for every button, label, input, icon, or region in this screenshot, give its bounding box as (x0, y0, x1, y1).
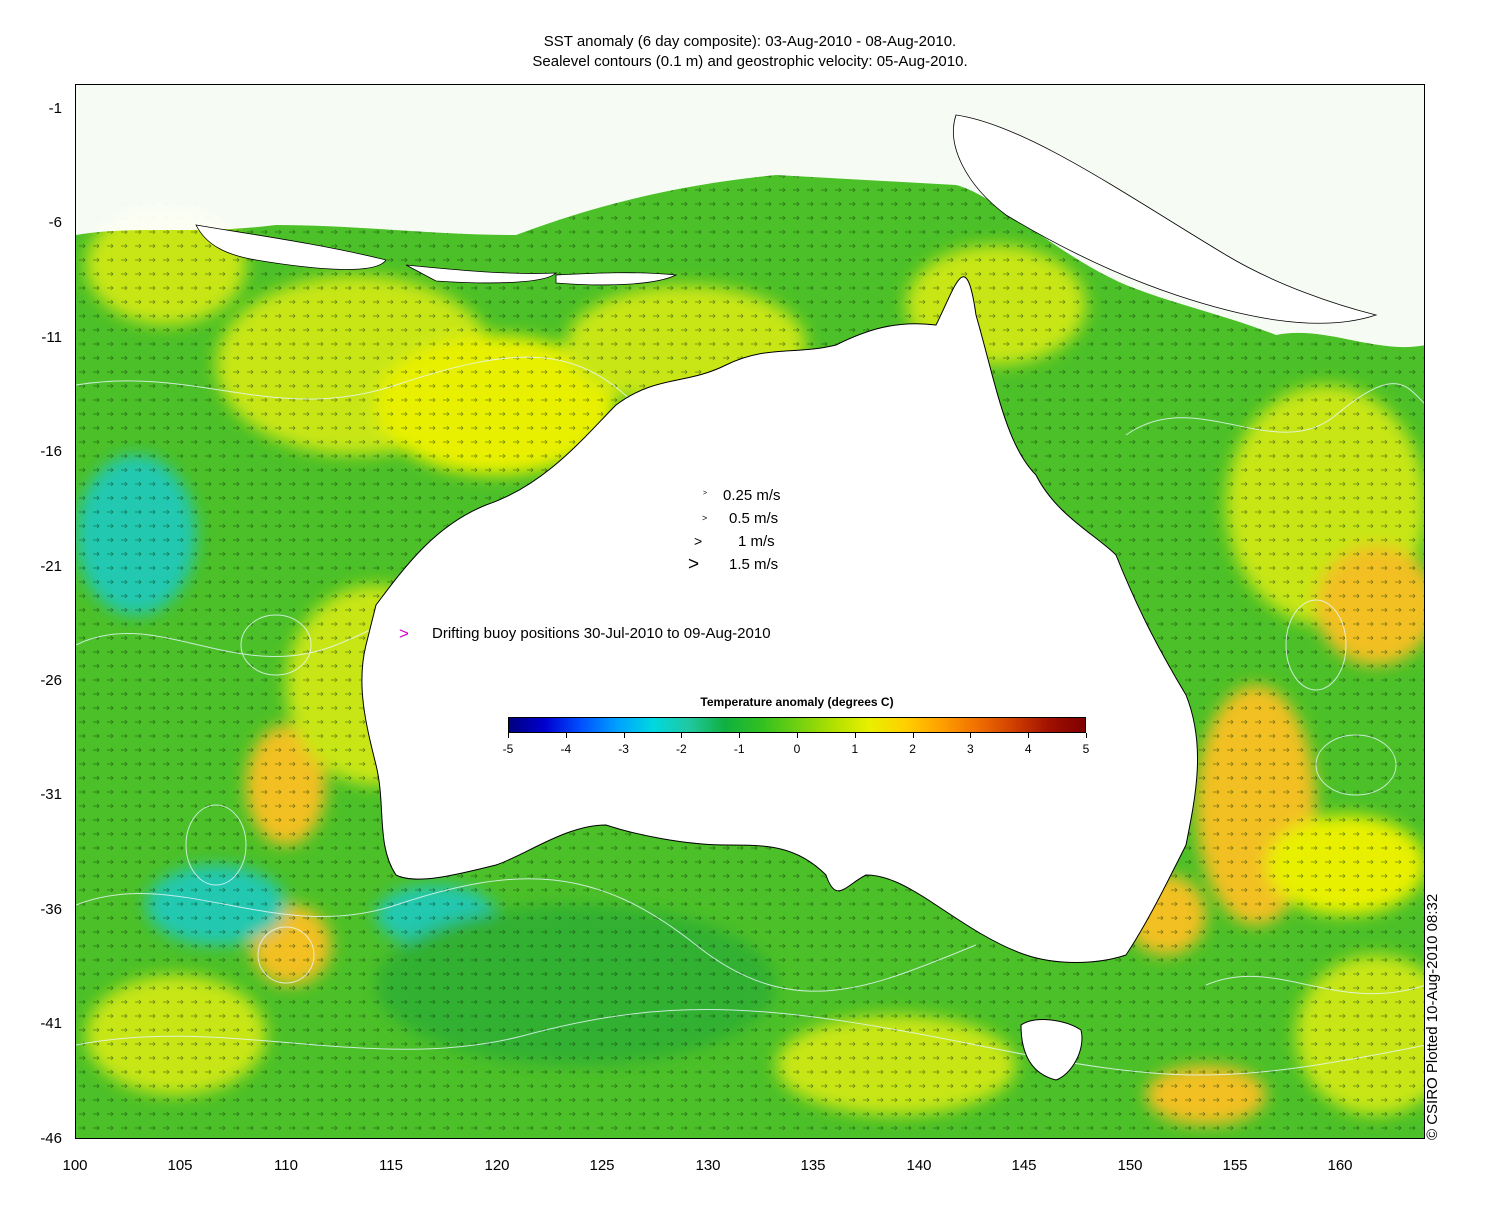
colorbar-tick-label: -2 (676, 742, 687, 756)
colorbar-tick-label: 0 (793, 742, 801, 756)
y-tick-label: -11 (41, 329, 62, 346)
x-tick-label: 110 (274, 1157, 298, 1174)
colorbar-tick-label: 1 (851, 742, 859, 756)
y-tick-label: -1 (48, 100, 62, 117)
map-title-line-1: SST anomaly (6 day composite): 03-Aug-20… (543, 33, 957, 50)
temperature-colorbar (508, 717, 1086, 733)
x-tick-label: 135 (800, 1157, 826, 1174)
y-tick-label: -36 (40, 901, 62, 918)
x-tick-label: 130 (695, 1157, 721, 1174)
map-canvas (76, 85, 1424, 1138)
colorbar-tick-label: 4 (1024, 742, 1032, 756)
colorbar-tick-label: -3 (618, 742, 629, 756)
x-tick-label: 105 (167, 1157, 193, 1174)
buoy-legend-label: Drifting buoy positions 30-Jul-2010 to 0… (432, 625, 771, 642)
x-tick-label: 120 (484, 1157, 510, 1174)
y-tick-label: -41 (40, 1015, 62, 1032)
colorbar-tick-mark (565, 733, 567, 738)
velocity-legend-label: 1.5 m/s (729, 556, 779, 573)
x-tick-label: 140 (906, 1157, 932, 1174)
colorbar-tick-label: -5 (502, 742, 514, 756)
colorbar-tick-label: 2 (909, 742, 916, 756)
x-tick-label: 115 (379, 1157, 403, 1174)
colorbar-tick-mark (508, 733, 509, 738)
x-tick-label: 155 (1222, 1157, 1248, 1174)
y-tick-label: -26 (40, 672, 62, 689)
y-tick-label: -21 (40, 558, 62, 575)
colorbar-tick-mark (854, 733, 856, 738)
colorbar-tick-mark (623, 733, 625, 738)
australia-landmass (361, 276, 1198, 963)
velocity-arrow-icon: > (688, 554, 700, 575)
colorbar-tick-label: -1 (733, 742, 745, 756)
buoy-marker-icon: > (399, 624, 409, 643)
velocity-legend-label: 0.25 m/s (723, 487, 781, 504)
colorbar-tick-mark (1028, 733, 1030, 738)
velocity-legend-label: 1 m/s (738, 533, 775, 550)
colorbar-tick-mark (739, 733, 741, 738)
tasmania-landmass (1020, 1019, 1083, 1081)
x-tick-label: 100 (62, 1157, 88, 1174)
y-tick-label: -46 (40, 1130, 62, 1147)
credit-text: © CSIRO Plotted 10-Aug-2010 08:32 (1424, 893, 1441, 1140)
colorbar-tick-mark (912, 733, 914, 738)
no-data-region (76, 85, 1424, 348)
colorbar-tick-label: 5 (1082, 742, 1090, 756)
sst-anomaly-map (75, 84, 1425, 1139)
y-tick-label: -16 (40, 443, 62, 460)
y-tick-label: -6 (48, 214, 62, 231)
x-tick-label: 150 (1117, 1157, 1143, 1174)
colorbar-tick-mark (970, 733, 972, 738)
velocity-legend-label: 0.5 m/s (729, 510, 779, 527)
indonesia-islands (195, 114, 1378, 324)
x-tick-label: 160 (1327, 1157, 1353, 1174)
velocity-arrow-icon: > (702, 513, 708, 523)
x-tick-label: 125 (589, 1157, 615, 1174)
colorbar-tick-mark (797, 733, 798, 738)
velocity-arrow-icon: > (703, 490, 708, 497)
colorbar-tick-label: -4 (560, 742, 572, 756)
colorbar-title: Temperature anomaly (degrees C) (700, 695, 894, 709)
colorbar-tick-mark (681, 733, 683, 738)
colorbar-tick-label: 3 (967, 742, 974, 756)
colorbar-tick-mark (1086, 733, 1087, 738)
y-tick-label: -31 (40, 786, 62, 803)
map-title-line-2: Sealevel contours (0.1 m) and geostrophi… (532, 53, 968, 70)
x-tick-label: 145 (1011, 1157, 1037, 1174)
velocity-arrow-icon: > (694, 533, 703, 549)
